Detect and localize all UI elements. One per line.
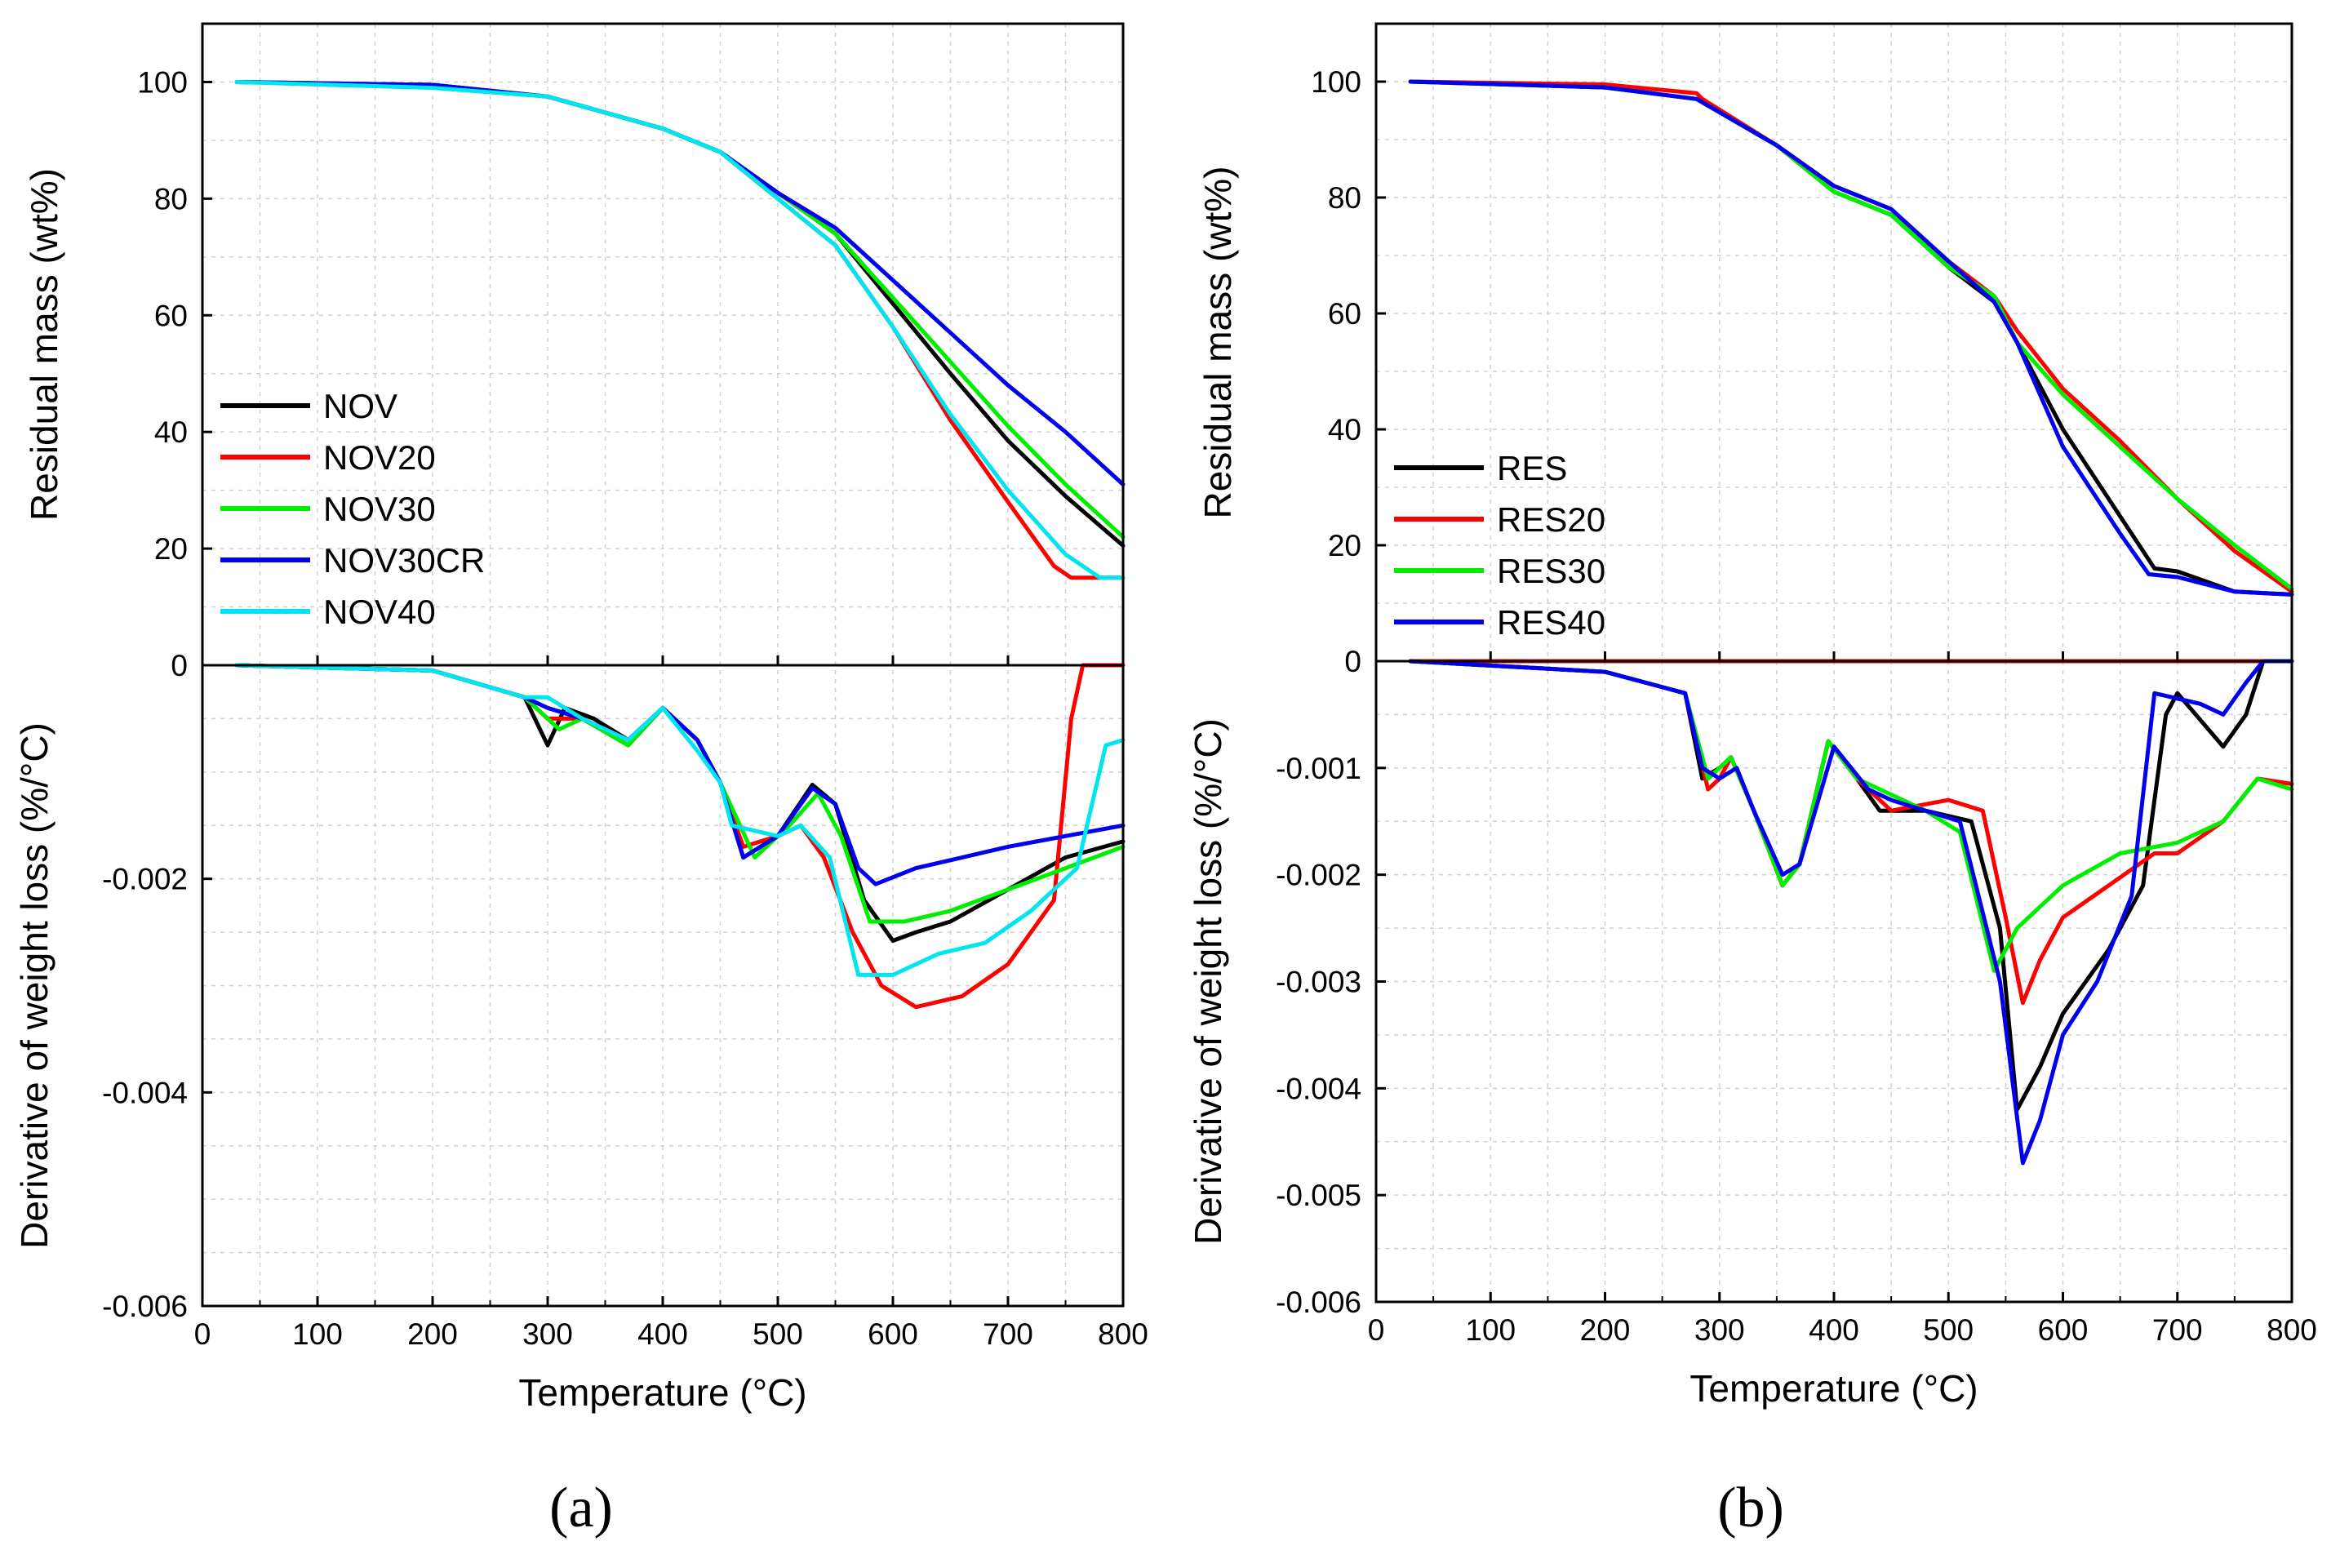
panel-b: 0 100 200 300 400 500 600 700 800 0 20 40 60 80 100 -0.…: [1187, 22, 2317, 1410]
x-axis-title: Temperature (°C): [1690, 1367, 1978, 1410]
x-axis-title: Temperature (°C): [518, 1371, 806, 1414]
y-tick-label-top: 0: [1344, 645, 1361, 678]
y-tick-label-top: 40: [1328, 413, 1361, 446]
legend-label-res20: RES20: [1497, 500, 1605, 539]
x-tick-label: 100: [292, 1317, 343, 1351]
x-tick-label: 0: [194, 1317, 211, 1351]
dtg-line-res20: [1408, 659, 2294, 1006]
x-tick-label: 300: [1694, 1313, 1745, 1347]
y-tick-label-bottom: -0.006: [102, 1290, 188, 1323]
x-tick-label: 300: [522, 1317, 573, 1351]
x-tick-label: 400: [1809, 1313, 1859, 1347]
legend-label-res: RES: [1497, 449, 1567, 487]
panel-label-b: (b): [1717, 1477, 1784, 1539]
panel-label-a: (a): [549, 1477, 613, 1539]
y-tick-label-top: 60: [1328, 297, 1361, 331]
y-axis-title-top: Residual mass (wt%): [1197, 167, 1239, 519]
dtg-line-nov20: [234, 663, 1126, 1010]
dtg-line-nov30cr: [234, 663, 1126, 886]
y-tick-label-top: 20: [154, 532, 188, 566]
x-tick-label: 200: [1580, 1313, 1631, 1347]
x-tick-label: 700: [983, 1317, 1033, 1351]
y-tick-label-top: 100: [137, 65, 188, 99]
y-tick-label-bottom: -0.004: [1276, 1072, 1361, 1105]
x-tick-label: 800: [2267, 1313, 2317, 1347]
x-tick-label: 600: [868, 1317, 918, 1351]
y-tick-label-bottom: -0.002: [1276, 859, 1361, 892]
panel-a: 0 100 200 300 400 500 600 700 800 0 20 40 60 80 100 -0.…: [13, 22, 1148, 1414]
x-tick-label: 600: [2038, 1313, 2089, 1347]
dtg-line-nov30: [234, 663, 1126, 924]
tga-line-res40: [1408, 79, 2294, 597]
y-tick-label-top: 40: [154, 415, 188, 449]
y-tick-label-bottom: -0.005: [1276, 1179, 1361, 1212]
x-tick-label: 100: [1465, 1313, 1516, 1347]
y-axis-title-bottom: Derivative of weight loss (%/°C): [13, 722, 56, 1249]
y-tick-label-top: 80: [154, 182, 188, 215]
x-tick-label: 700: [2152, 1313, 2203, 1347]
y-tick-label-bottom: -0.002: [102, 863, 188, 896]
y-tick-label-bottom: -0.001: [1276, 752, 1361, 785]
dtg-line-res40: [1408, 659, 2294, 1166]
dtg-line-nov: [234, 663, 1126, 943]
y-tick-label-top: 60: [154, 299, 188, 332]
legend-label-res40: RES40: [1497, 603, 1605, 642]
legend-label-nov40: NOV40: [323, 593, 436, 631]
legend-label-nov20: NOV20: [323, 438, 436, 477]
legend-label-res30: RES30: [1497, 552, 1605, 590]
dtg-line-res: [1408, 659, 2294, 1112]
y-tick-label-top: 100: [1311, 65, 1361, 99]
y-axis-title-top: Residual mass (wt%): [23, 168, 65, 521]
y-tick-label-top: 80: [1328, 181, 1361, 215]
dtg-line-nov40: [234, 663, 1126, 977]
legend-label-nov30cr: NOV30CR: [323, 541, 485, 580]
y-axis-title-bottom: Derivative of weight loss (%/°C): [1187, 718, 1229, 1245]
x-tick-label: 500: [1923, 1313, 1974, 1347]
dtg-line-res30: [1408, 659, 2294, 973]
x-tick-label: 200: [407, 1317, 458, 1351]
x-tick-label: 800: [1098, 1317, 1148, 1351]
y-tick-label-bottom: -0.004: [102, 1076, 188, 1109]
y-tick-label-top: 0: [171, 649, 188, 682]
x-tick-label: 400: [637, 1317, 688, 1351]
y-tick-label-bottom: -0.003: [1276, 966, 1361, 999]
y-tick-label-top: 20: [1328, 529, 1361, 562]
x-tick-label: 0: [1368, 1313, 1385, 1347]
legend-label-nov30: NOV30: [323, 490, 436, 528]
tga-line-nov40: [234, 80, 1126, 580]
x-tick-label: 500: [753, 1317, 803, 1351]
y-tick-label-bottom: -0.006: [1276, 1286, 1361, 1319]
legend-label-nov: NOV: [323, 387, 397, 425]
